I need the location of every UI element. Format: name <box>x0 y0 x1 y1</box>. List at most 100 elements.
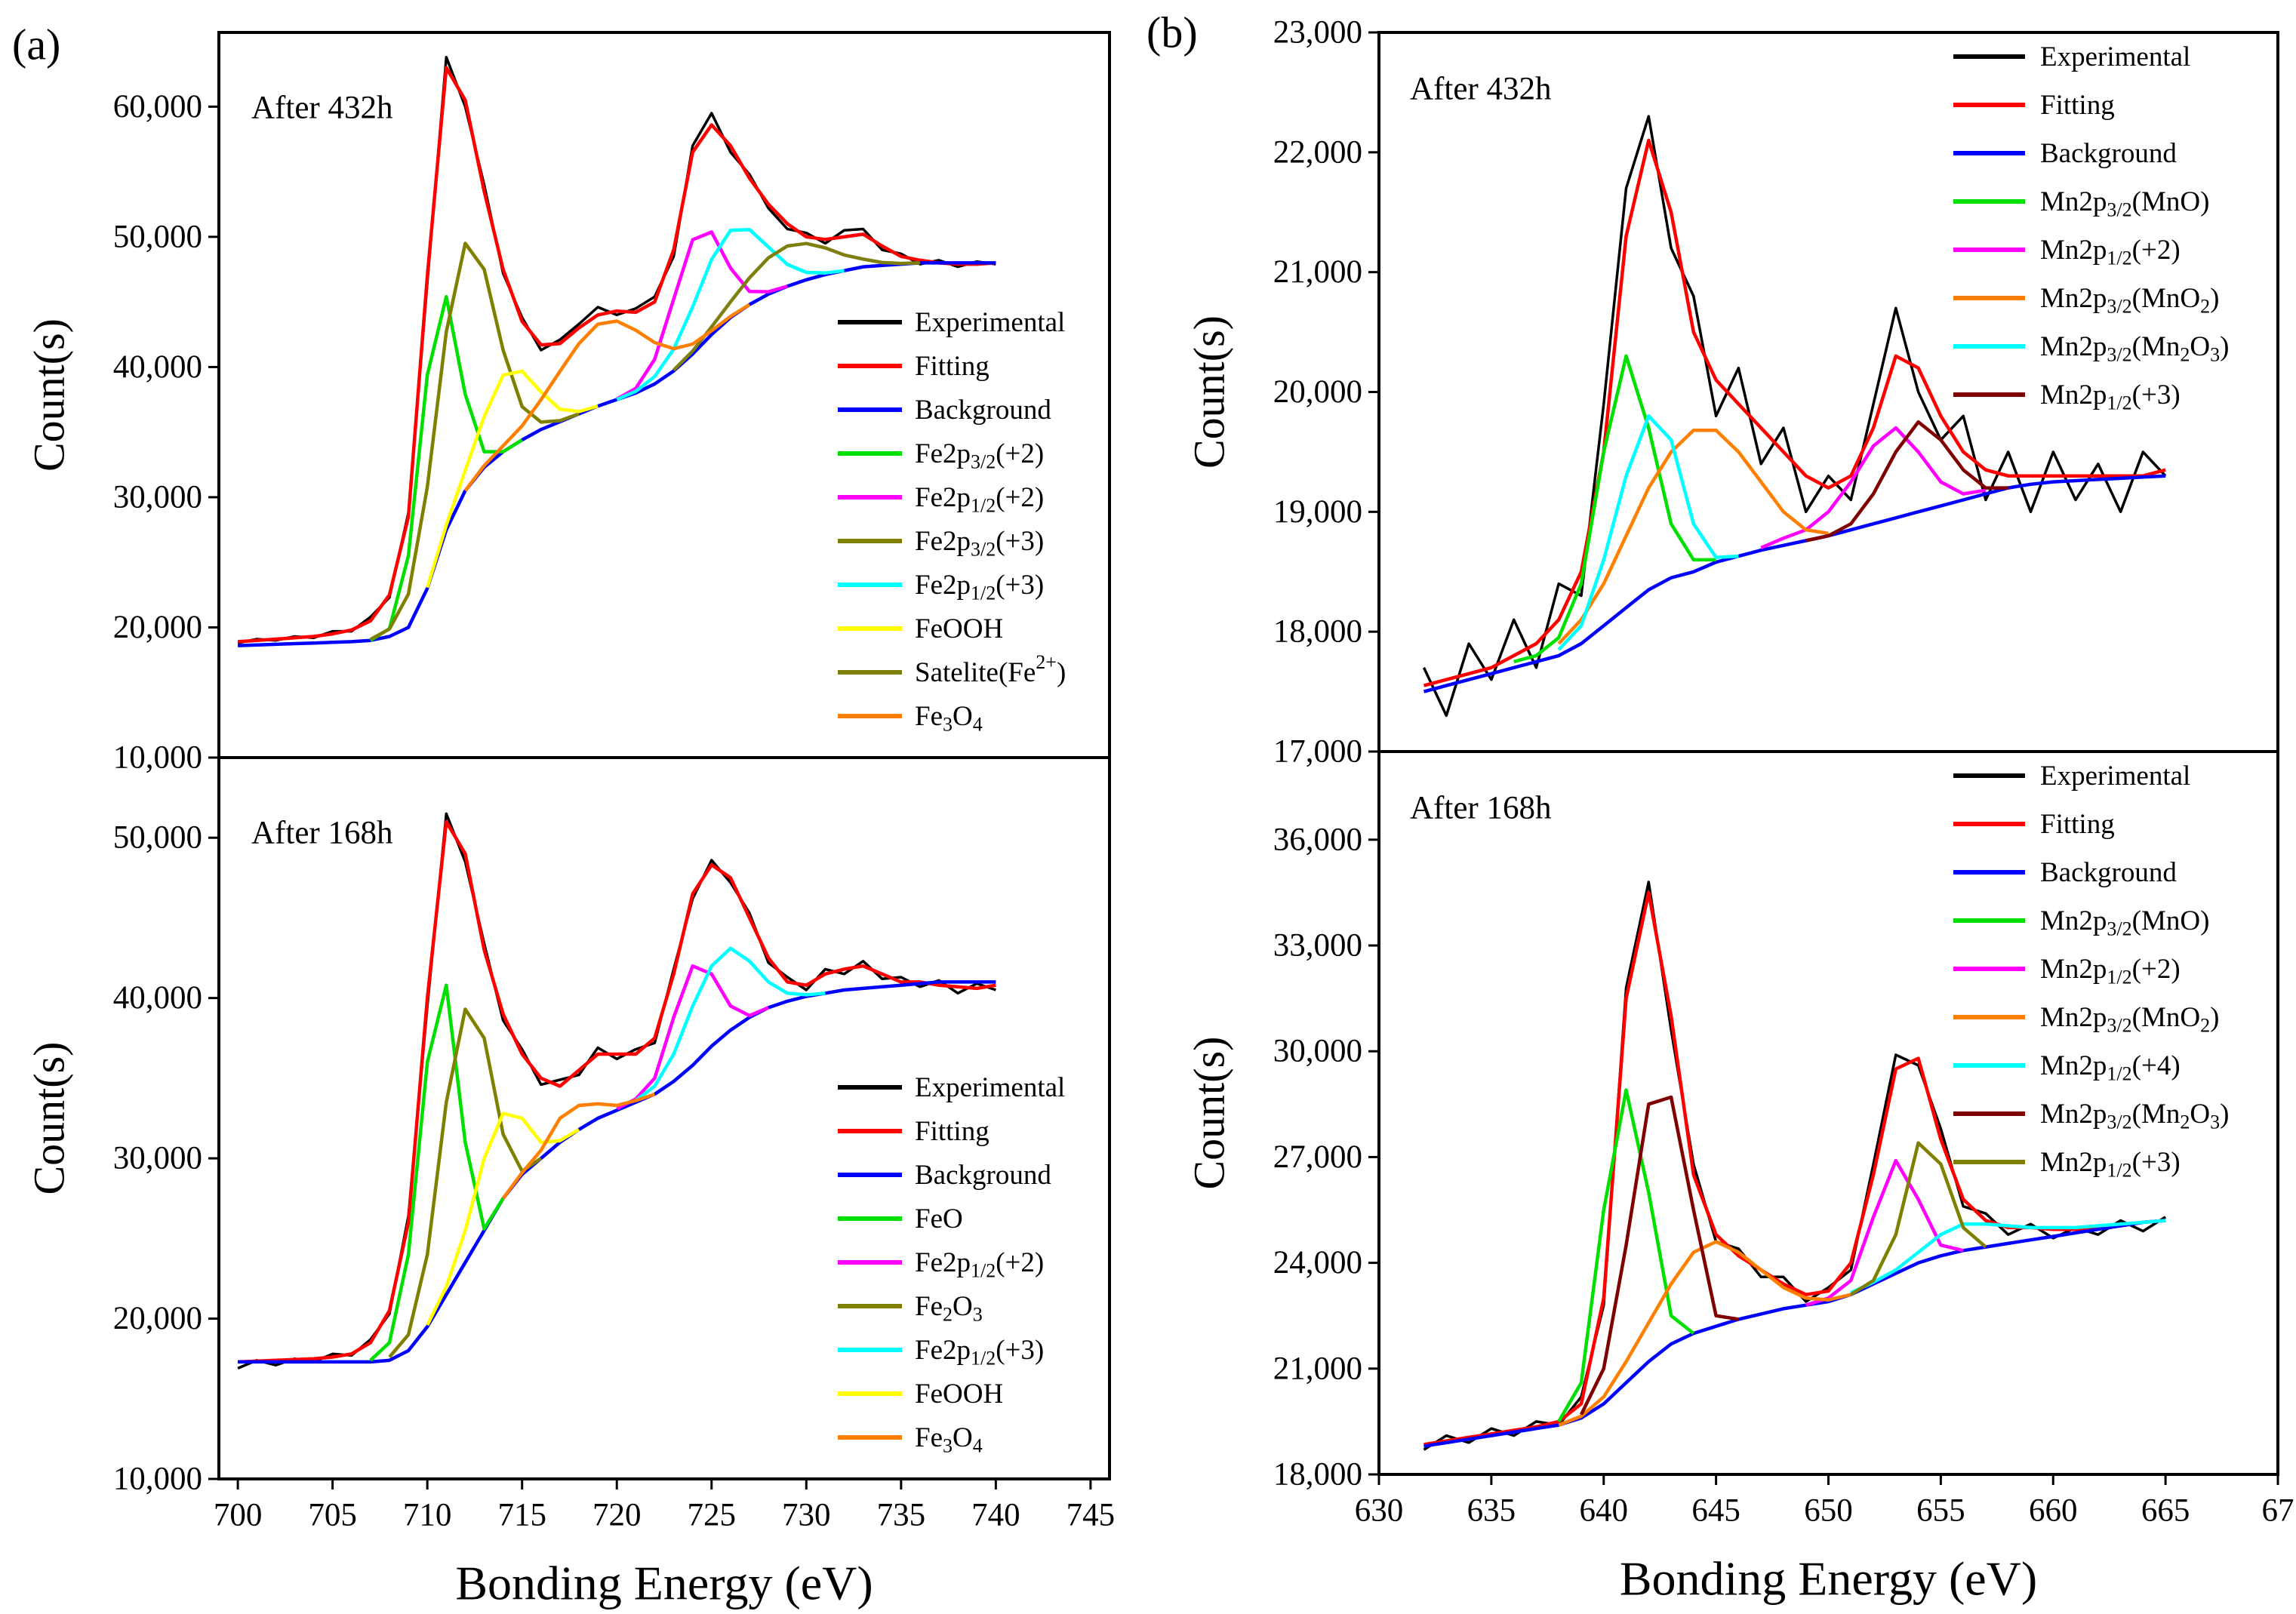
y-axis-label: Count(s) <box>25 318 74 472</box>
legend-label: Background <box>2040 138 2177 169</box>
series-line <box>1423 1219 2166 1448</box>
y-axis-label: Count(s) <box>1185 1037 1234 1190</box>
legend-label: Fitting <box>915 1116 989 1147</box>
plot-area <box>237 812 996 1370</box>
series-line <box>1557 1088 1695 1423</box>
series-line <box>672 241 920 372</box>
y-tick-label: 24,000 <box>1273 1245 1362 1280</box>
legend-label: Experimental <box>2040 42 2190 72</box>
annotation: After 168h <box>1410 791 1551 826</box>
x-tick-label: 660 <box>2029 1493 2078 1529</box>
series-line <box>237 56 996 644</box>
series-line <box>634 946 826 1102</box>
legend-label: Fe2O3 <box>915 1291 983 1325</box>
x-tick-label: 665 <box>2141 1493 2190 1529</box>
legend-label: Mn2p1/2(+2) <box>2040 954 2181 988</box>
legend-label: FeOOH <box>915 613 1003 644</box>
legend-label: Satelite(Fe2+) <box>915 650 1066 687</box>
legend-label: Background <box>915 395 1051 426</box>
x-tick-label: 635 <box>1467 1493 1516 1529</box>
legend-label: Mn2p3/2(Mn2O3) <box>2040 331 2229 365</box>
legend-label: Fe2p1/2(+3) <box>915 1335 1044 1369</box>
y-tick-label: 10,000 <box>113 740 202 776</box>
legend-label: Mn2p3/2(MnO) <box>2040 186 2209 220</box>
y-tick-label: 20,000 <box>113 610 202 645</box>
legend-label: Mn2p1/2(+2) <box>2040 235 2181 269</box>
y-axis-label: Count(s) <box>25 1042 74 1195</box>
x-tick-label: 650 <box>1804 1493 1853 1529</box>
x-tick-label: 715 <box>497 1498 546 1533</box>
annotation: After 432h <box>251 91 392 126</box>
x-tick-label: 740 <box>971 1498 1020 1533</box>
plot-area <box>1423 881 2167 1451</box>
y-tick-label: 19,000 <box>1273 494 1362 530</box>
legend-label: Fe2p1/2(+3) <box>915 570 1044 604</box>
plot-area <box>1422 115 2167 718</box>
x-tick-label: 645 <box>1691 1493 1740 1529</box>
y-tick-label: 40,000 <box>113 349 202 385</box>
series-line <box>426 1111 580 1327</box>
series-line <box>1423 474 2166 693</box>
plot-area <box>237 56 996 647</box>
x-tick-label: 710 <box>403 1498 452 1533</box>
series-line <box>616 230 788 401</box>
legend-label: Background <box>915 1160 1051 1191</box>
x-tick-label: 700 <box>214 1498 263 1533</box>
y-tick-label: 36,000 <box>1273 822 1362 857</box>
series-line <box>1850 1219 2166 1295</box>
legend-label: Fitting <box>2040 809 2115 840</box>
x-axis-label: Bonding Energy (eV) <box>455 1557 873 1610</box>
legend-label: Fe2p1/2(+2) <box>915 482 1044 516</box>
legend-label: Fe3O4 <box>915 1422 983 1456</box>
legend-label: Fitting <box>2040 90 2115 121</box>
legend-label: Fe2p3/2(+3) <box>915 526 1044 560</box>
legend-label: FeO <box>915 1204 963 1234</box>
x-tick-label: 725 <box>688 1498 737 1533</box>
x-tick-label: 745 <box>1066 1498 1116 1533</box>
x-tick-label: 720 <box>592 1498 642 1533</box>
legend-label: Fe3O4 <box>915 701 983 735</box>
series-line <box>238 819 996 1364</box>
series-line <box>1513 354 1716 664</box>
y-axis-label: Count(s) <box>1185 315 1234 469</box>
series-line <box>426 369 599 589</box>
x-tick-label: 705 <box>308 1498 357 1533</box>
legend-label: Fe2p1/2(+2) <box>915 1247 1044 1281</box>
legend-label: Experimental <box>915 307 1065 338</box>
legend-label: Experimental <box>2040 761 2190 792</box>
x-tick-label: 640 <box>1580 1493 1629 1529</box>
y-tick-label: 30,000 <box>1273 1034 1362 1069</box>
x-tick-label: 67 <box>2262 1493 2294 1529</box>
y-tick-label: 27,000 <box>1273 1139 1362 1175</box>
series-line <box>369 983 505 1362</box>
y-tick-label: 18,000 <box>1273 614 1362 650</box>
annotation: After 168h <box>251 816 392 851</box>
series-line <box>1579 1095 1739 1416</box>
y-tick-label: 21,000 <box>1273 254 1362 290</box>
panel-label: (b) <box>1146 8 1198 57</box>
y-tick-label: 20,000 <box>113 1301 202 1336</box>
y-tick-label: 21,000 <box>1273 1351 1362 1386</box>
legend-label: FeOOH <box>915 1379 1003 1410</box>
y-tick-label: 10,000 <box>113 1462 202 1497</box>
plot-frame <box>1377 750 2279 1476</box>
series-line <box>238 980 996 1364</box>
legend-label: Fe2p3/2(+2) <box>915 438 1044 472</box>
legend-label: Mn2p1/2(+3) <box>2040 380 2181 413</box>
x-tick-label: 735 <box>877 1498 926 1533</box>
y-tick-label: 40,000 <box>113 980 202 1016</box>
y-tick-label: 30,000 <box>113 1141 202 1176</box>
y-tick-label: 50,000 <box>113 219 202 254</box>
legend-label: Mn2p3/2(MnO2) <box>2040 1002 2219 1036</box>
series-line <box>463 303 751 492</box>
y-tick-label: 50,000 <box>113 820 202 856</box>
y-tick-label: 33,000 <box>1273 928 1362 964</box>
series-line <box>501 1092 656 1200</box>
plot-frame <box>217 756 1111 1480</box>
legend-label: Experimental <box>915 1072 1065 1103</box>
y-tick-label: 18,000 <box>1273 1457 1362 1493</box>
legend-label: Background <box>2040 857 2177 888</box>
series-line <box>369 241 580 641</box>
legend-label: Mn2p3/2(MnO2) <box>2040 283 2219 317</box>
